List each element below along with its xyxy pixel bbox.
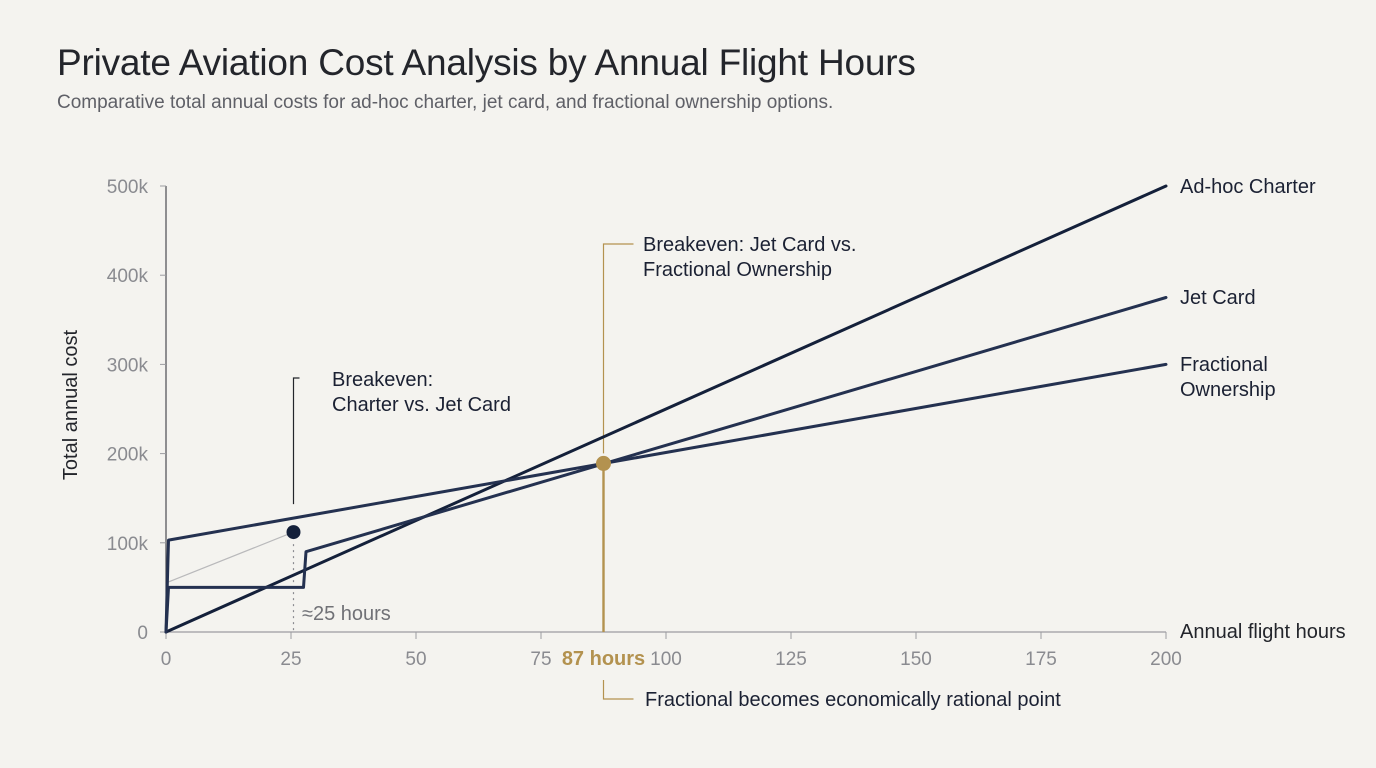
x-tick-label: 200	[1150, 649, 1182, 670]
series-line	[164, 184, 1168, 634]
y-tick-label: 400k	[107, 266, 149, 287]
breakeven-point	[286, 525, 301, 540]
series-label-line: Ownership	[1180, 379, 1276, 401]
series-label: Jet Card	[1180, 287, 1256, 309]
y-tick-label: 100k	[107, 534, 149, 555]
x-tick-label: 175	[1025, 649, 1057, 670]
series-label: Ad-hoc Charter	[1180, 176, 1316, 198]
annotation-text: Fractional Ownership	[643, 259, 832, 281]
breakeven-points-group	[286, 455, 611, 540]
x-tick-label: 100	[650, 649, 682, 670]
x-tick-label: 150	[900, 649, 932, 670]
annotation-text: ≈25 hours	[302, 603, 391, 625]
ticks-group: 0 25 50 75 100 125 150 175 200 0 100k 200k 300k 400k 5…	[107, 177, 1182, 670]
chart-title: Private Aviation Cost Analysis by Annual…	[57, 42, 916, 83]
series-label-line: Fractional	[1180, 354, 1268, 376]
breakeven-point	[596, 455, 611, 471]
annotation-text: Breakeven: Jet Card vs.	[643, 234, 856, 256]
annotation-highlight: 87 hours	[562, 648, 645, 670]
y-tick-label: 200k	[107, 445, 149, 466]
x-axis-label: Annual flight hours	[1180, 621, 1346, 643]
chart-subtitle: Comparative total annual costs for ad-ho…	[57, 92, 834, 113]
annotation-text: Charter vs. Jet Card	[332, 394, 511, 416]
series-line	[164, 296, 1168, 634]
x-tick-label: 125	[775, 649, 807, 670]
series-group	[164, 184, 1168, 634]
y-tick-label: 500k	[107, 177, 149, 198]
annotation-leader-gold	[602, 243, 634, 454]
x-tick-label: 0	[161, 649, 172, 670]
y-tick-label: 300k	[107, 355, 149, 376]
annotation-leader	[292, 377, 300, 505]
annotation-leader-gold	[602, 680, 634, 700]
y-tick-label: 0	[137, 623, 148, 644]
series-label: Fractional Ownership	[1180, 354, 1276, 401]
series-line	[164, 362, 1168, 634]
x-tick-label: 75	[530, 649, 551, 670]
reference-line	[165, 531, 294, 584]
y-axis-label: Total annual cost	[60, 330, 82, 481]
x-tick-label: 25	[280, 649, 301, 670]
annotation-text: Fractional becomes economically rational…	[645, 689, 1061, 711]
reference-line-group	[165, 531, 294, 584]
x-tick-label: 50	[405, 649, 426, 670]
labels-group: Annual flight hours Total annual cost Ad-h…	[60, 176, 1346, 711]
annotation-text: Breakeven:	[332, 369, 433, 391]
